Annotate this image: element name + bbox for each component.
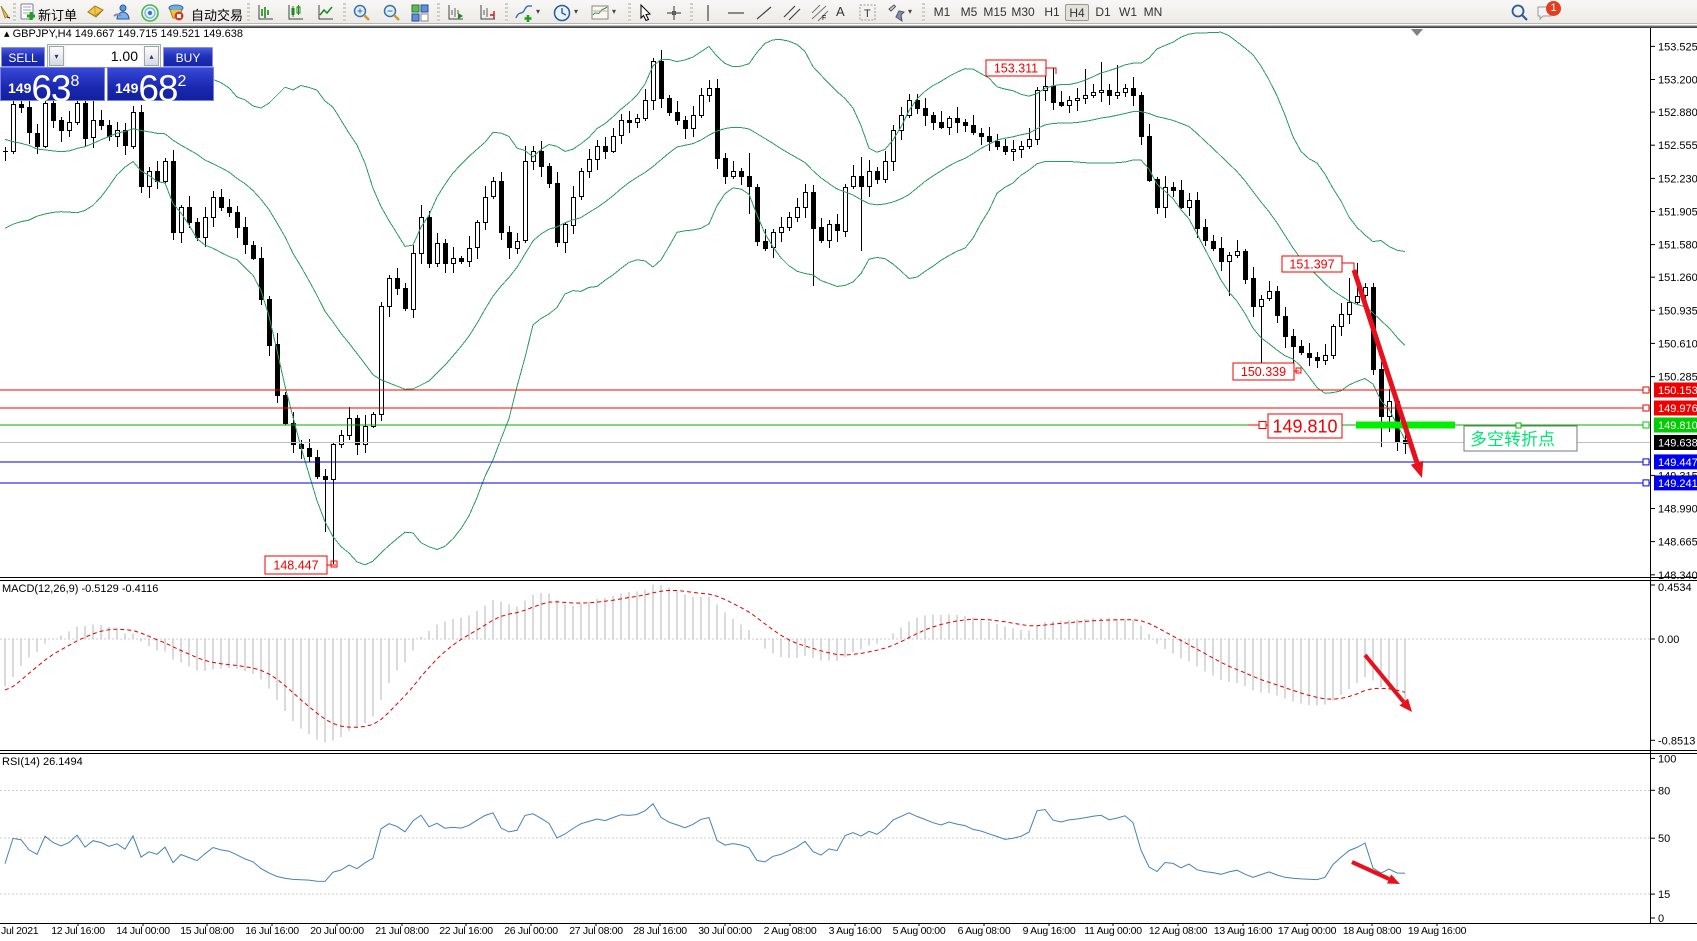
svg-text:12 Aug 08:00: 12 Aug 08:00 [1149, 925, 1208, 937]
svg-text:T: T [864, 8, 871, 20]
svg-text:RSI(14) 26.1494: RSI(14) 26.1494 [2, 756, 83, 768]
svg-text:3 Aug 16:00: 3 Aug 16:00 [829, 925, 882, 937]
svg-text:Jul 2021: Jul 2021 [1, 925, 39, 937]
svg-text:30 Jul 00:00: 30 Jul 00:00 [698, 925, 752, 937]
svg-text:152.230: 152.230 [1658, 173, 1697, 185]
svg-text:0.4534: 0.4534 [1658, 582, 1692, 594]
svg-text:6 Aug 08:00: 6 Aug 08:00 [958, 925, 1011, 937]
svg-text:150.610: 150.610 [1658, 338, 1697, 350]
svg-text:18 Aug 08:00: 18 Aug 08:00 [1343, 925, 1402, 937]
svg-text:22 Jul 16:00: 22 Jul 16:00 [439, 925, 493, 937]
svg-text:149.447: 149.447 [1658, 457, 1697, 469]
svg-text:17 Aug 00:00: 17 Aug 00:00 [1278, 925, 1337, 937]
svg-text:2 Aug 08:00: 2 Aug 08:00 [764, 925, 817, 937]
svg-text:149.976: 149.976 [1658, 403, 1697, 415]
svg-text:153.200: 153.200 [1658, 75, 1697, 87]
svg-text:150.153: 150.153 [1658, 385, 1697, 397]
svg-text:F: F [822, 15, 826, 22]
svg-text:149.810: 149.810 [1272, 416, 1337, 436]
svg-text:多空转折点: 多空转折点 [1470, 430, 1555, 449]
svg-text:0.00: 0.00 [1658, 634, 1679, 646]
svg-text:11 Aug 00:00: 11 Aug 00:00 [1084, 925, 1142, 937]
svg-text:9 Aug 16:00: 9 Aug 16:00 [1023, 925, 1076, 937]
svg-text:151.397: 151.397 [1289, 258, 1334, 272]
svg-text:14 Jul 00:00: 14 Jul 00:00 [116, 925, 170, 937]
svg-text:148.665: 148.665 [1658, 537, 1697, 549]
svg-text:13 Aug 16:00: 13 Aug 16:00 [1214, 925, 1273, 937]
svg-text:15: 15 [1658, 889, 1670, 901]
svg-text:27 Jul 08:00: 27 Jul 08:00 [569, 925, 623, 937]
svg-text:MACD(12,26,9) -0.5129 -0.4116: MACD(12,26,9) -0.5129 -0.4116 [2, 583, 158, 595]
svg-text:149.810: 149.810 [1658, 420, 1697, 432]
svg-text:28 Jul 16:00: 28 Jul 16:00 [633, 925, 687, 937]
svg-text:150.285: 150.285 [1658, 372, 1697, 384]
svg-text:148.990: 148.990 [1658, 504, 1697, 516]
svg-text:19 Aug 16:00: 19 Aug 16:00 [1408, 925, 1467, 937]
svg-text:50: 50 [1658, 833, 1670, 845]
svg-text:149.241: 149.241 [1658, 478, 1697, 490]
svg-text:149.638: 149.638 [1658, 438, 1697, 450]
svg-text:12 Jul 16:00: 12 Jul 16:00 [51, 925, 105, 937]
svg-text:150.935: 150.935 [1658, 305, 1697, 317]
svg-text:16 Jul 16:00: 16 Jul 16:00 [245, 925, 299, 937]
svg-text:148.447: 148.447 [273, 559, 318, 573]
svg-text:150.339: 150.339 [1241, 365, 1286, 379]
svg-text:151.905: 151.905 [1658, 207, 1697, 219]
svg-text:153.525: 153.525 [1658, 41, 1697, 53]
svg-text:26 Jul 00:00: 26 Jul 00:00 [504, 925, 558, 937]
svg-text:21 Jul 08:00: 21 Jul 08:00 [375, 925, 429, 937]
svg-text:20 Jul 00:00: 20 Jul 00:00 [310, 925, 364, 937]
svg-text:152.555: 152.555 [1658, 140, 1697, 152]
svg-text:151.260: 151.260 [1658, 272, 1697, 284]
svg-text:0: 0 [1658, 913, 1664, 925]
svg-text:151.580: 151.580 [1658, 240, 1697, 252]
svg-text:15 Jul 08:00: 15 Jul 08:00 [180, 925, 234, 937]
svg-text:5 Aug 00:00: 5 Aug 00:00 [893, 925, 946, 937]
svg-text:-0.8513: -0.8513 [1658, 735, 1695, 747]
svg-text:152.880: 152.880 [1658, 107, 1697, 119]
svg-text:100: 100 [1658, 753, 1676, 765]
svg-text:153.311: 153.311 [994, 62, 1038, 76]
svg-text:148.340: 148.340 [1658, 570, 1697, 582]
svg-text:80: 80 [1658, 785, 1670, 797]
svg-text:▴ GBPJPY,H4 149.667 149.715 1: ▴ GBPJPY,H4 149.667 149.715 149.521 149.… [4, 28, 243, 40]
